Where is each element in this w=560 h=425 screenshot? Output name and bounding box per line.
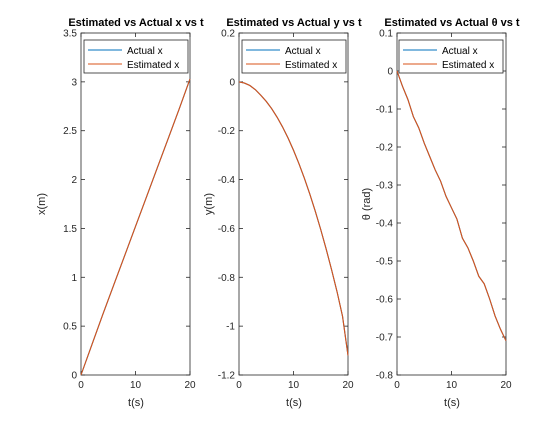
y-tick-label: -0.1 [376,105,394,116]
chart-title: Estimated vs Actual x vs t [68,17,204,29]
legend-label-actual: Actual x [442,46,478,57]
y-tick-label: 2 [71,175,77,186]
y-tick-label: 1.5 [63,224,77,235]
y-tick-label: -0.7 [376,333,394,344]
y-axis-label: x(m) [36,193,48,215]
chart-title: Estimated vs Actual θ vs t [384,17,519,29]
y-tick-label: -0.4 [218,175,236,186]
y-axis-label: θ (rad) [361,188,373,220]
y-tick-label: 0 [229,77,235,88]
y-tick-label: 1 [71,273,77,284]
y-tick-label: 2.5 [63,126,77,137]
legend-label-actual: Actual x [127,46,163,57]
legend-label-estimated: Estimated x [285,60,337,71]
legend-box [83,39,189,74]
x-tick-label: 20 [184,380,196,391]
y-tick-label: -0.4 [376,219,394,230]
subplot-y-vs-t: Estimated vs Actual y vs t t(s) y(m) 0 10… [203,17,362,409]
series-line-estimated [396,70,507,342]
y-tick-label: 0.5 [63,322,77,333]
x-tick-label: 10 [288,380,300,391]
x-axis-label: t(s) [286,397,302,409]
legend-box [241,39,347,74]
y-tick-label: -0.5 [376,257,394,268]
x-tick-label: 10 [446,380,458,391]
x-tick-label: 10 [130,380,142,391]
y-tick-label: -0.8 [376,371,394,382]
legend-label-estimated: Estimated x [442,60,494,71]
y-tick-label: -0.2 [218,126,236,137]
x-tick-label: 0 [394,380,400,391]
y-tick-label: -0.2 [376,143,394,154]
x-axis-label: t(s) [444,397,460,409]
y-tick-label: -0.8 [218,273,236,284]
x-tick-label: 0 [236,380,242,391]
y-tick-label: -0.6 [376,295,394,306]
y-tick-label: 0.2 [221,29,235,40]
series-line-estimated [80,78,191,376]
y-tick-label: 0 [71,371,77,382]
series-line-estimated [238,81,349,356]
y-tick-label: -0.6 [218,224,236,235]
x-axis-label: t(s) [128,397,144,409]
legend-label-estimated: Estimated x [127,60,179,71]
legend: Actual x Estimated x [241,39,347,74]
y-tick-label: -0.3 [376,181,394,192]
y-tick-label: 0.1 [379,29,393,40]
legend-box [398,39,504,74]
y-tick-label: 3.5 [63,29,77,40]
y-tick-label: 3 [71,77,77,88]
y-tick-label: -1.2 [218,371,236,382]
legend-label-actual: Actual x [285,46,321,57]
x-tick-label: 0 [78,380,84,391]
plot-area: 0 10 20 -0.8 -0.7 -0.6 -0.5 -0.4 -0.3 -0.2 -0.1 0 0.… [376,29,512,392]
legend: Actual x Estimated x [83,39,189,74]
legend: Actual x Estimated x [398,39,504,74]
subplot-theta-vs-t: Estimated vs Actual θ vs t t(s) θ (rad) … [361,17,520,409]
y-axis-label: y(m) [203,193,215,215]
x-tick-label: 20 [342,380,354,391]
axes-box [396,32,507,376]
axes-box [238,32,349,376]
axes-box [80,32,191,376]
y-tick-label: 0 [387,67,393,78]
subplot-x-vs-t: Estimated vs Actual x vs t t(s) x(m) 0 10… [36,17,204,409]
chart-title: Estimated vs Actual y vs t [226,17,362,29]
y-tick-label: -1 [226,322,235,333]
plot-area: 0 10 20 0 0.5 1 1.5 2 2.5 3 3.5 [63,29,196,392]
plot-area: 0 10 20 -1.2 -1 -0.8 -0.6 -0.4 -0.2 0 0.2 [218,29,354,392]
x-tick-label: 20 [500,380,512,391]
